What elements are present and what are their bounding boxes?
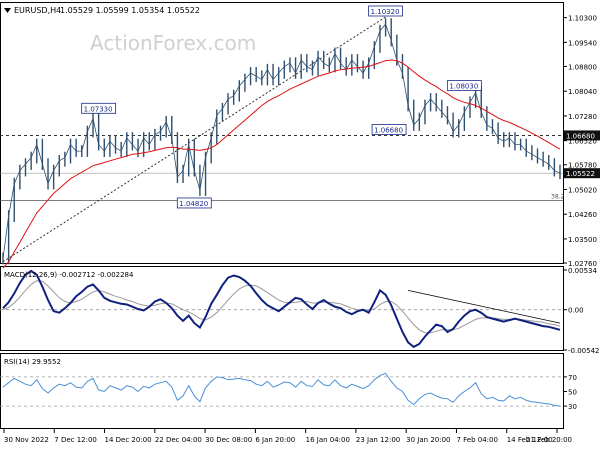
ohlc-readout: 1.05529 1.05599 1.05354 1.05522 xyxy=(60,6,200,15)
rsi-line xyxy=(2,372,561,407)
x-tick-label: 6 Jan 20:00 xyxy=(255,436,295,444)
price-annotation-label: 1.08030 xyxy=(449,83,478,91)
macd-y-tick-label: -0.005421 xyxy=(568,347,600,355)
price-y-tick-label: 1.10300 xyxy=(568,15,597,23)
x-tick-label: 7 Dec 12:00 xyxy=(54,436,97,444)
x-tick-label: 22 Dec 04:00 xyxy=(155,436,202,444)
price-y-tick-label: 1.02760 xyxy=(568,260,597,268)
rsi-title: RSI(14) 29.9552 xyxy=(4,358,61,366)
price-annotation-label: 1.10320 xyxy=(371,8,400,16)
sma-line xyxy=(2,59,561,269)
price-annotation-label: 1.04820 xyxy=(179,200,208,208)
price-series-line xyxy=(2,23,561,259)
x-tick-label: 21 Feb 20:00 xyxy=(526,436,572,444)
triangle-down-icon[interactable] xyxy=(4,8,11,13)
current-price-tag-label: 1.05522 xyxy=(566,170,595,178)
price-annotation-box xyxy=(368,5,403,17)
x-tick-label: 23 Jan 12:00 xyxy=(356,436,400,444)
price-y-tick-label: 1.05780 xyxy=(568,162,597,170)
x-tick-label: 30 Dec 08:00 xyxy=(205,436,252,444)
price-y-tick-label: 1.04260 xyxy=(568,211,597,219)
rsi-y-tick-label: 30 xyxy=(568,403,577,411)
price-panel-frame xyxy=(0,2,564,264)
macd-y-tick-label: 0.00 xyxy=(568,307,584,315)
x-tick-label: 30 Nov 2022 xyxy=(4,436,49,444)
macd-panel-frame xyxy=(0,266,564,351)
x-tick-label: 30 Jan 20:00 xyxy=(406,436,450,444)
price-annotation-label: 1.07330 xyxy=(84,105,113,113)
x-tick-label: 7 Feb 04:00 xyxy=(456,436,497,444)
macd-y-tick-label: 0.00534 xyxy=(568,267,597,275)
signal-line xyxy=(2,280,561,334)
price-annotation-box xyxy=(81,102,117,114)
symbol-label: EURUSD,H4 xyxy=(14,6,61,15)
fib-level-label: 38.2 xyxy=(551,194,565,201)
price-annotation-box xyxy=(371,124,407,135)
level-price-tag xyxy=(564,130,600,141)
macd-line xyxy=(2,269,561,349)
axes: 1.10300 1.09540 1.08800 1.08040 1.07280 1.065… xyxy=(3,15,600,444)
macd-plot: MACD(12,26,9) -0.002712 -0.002284 xyxy=(0,269,563,349)
rsi-y-tick-label: 70 xyxy=(568,374,577,382)
price-annotation-box xyxy=(176,197,212,209)
price-y-tick-label: 1.03500 xyxy=(568,236,597,244)
current-price-tag xyxy=(564,168,600,179)
price-annotation-label: 1.06680 xyxy=(374,126,403,134)
price-y-tick-label: 1.06520 xyxy=(568,138,597,146)
price-y-tick-label: 1.08040 xyxy=(568,88,597,96)
x-tick-label: 14 Dec 20:00 xyxy=(105,436,152,444)
rsi-plot: RSI(14) 29.9552 xyxy=(0,358,563,407)
x-tick-label: 16 Jan 04:00 xyxy=(306,436,350,444)
price-y-tick-label: 1.07280 xyxy=(568,113,597,121)
watermark: ActionForex.com xyxy=(90,31,256,55)
price-y-tick-label: 1.08800 xyxy=(568,63,597,71)
price-annotation-box xyxy=(446,80,482,91)
macd-trend-line xyxy=(408,289,561,324)
price-y-tick-label: 1.09540 xyxy=(568,39,597,47)
macd-title: MACD(12,26,9) -0.002712 -0.002284 xyxy=(4,271,134,279)
price-y-tick-label: 1.05020 xyxy=(568,186,597,194)
rsi-panel-frame xyxy=(0,353,564,429)
price-plot: 1.06680 1.05522 38.2 1.07330 1.04820 1.10320 1… xyxy=(0,5,600,269)
rsi-y-tick-label: 50 xyxy=(568,389,577,397)
x-tick-label: 14 Feb 12:00 xyxy=(507,436,553,444)
level-price-tag-label: 1.06680 xyxy=(566,132,595,140)
